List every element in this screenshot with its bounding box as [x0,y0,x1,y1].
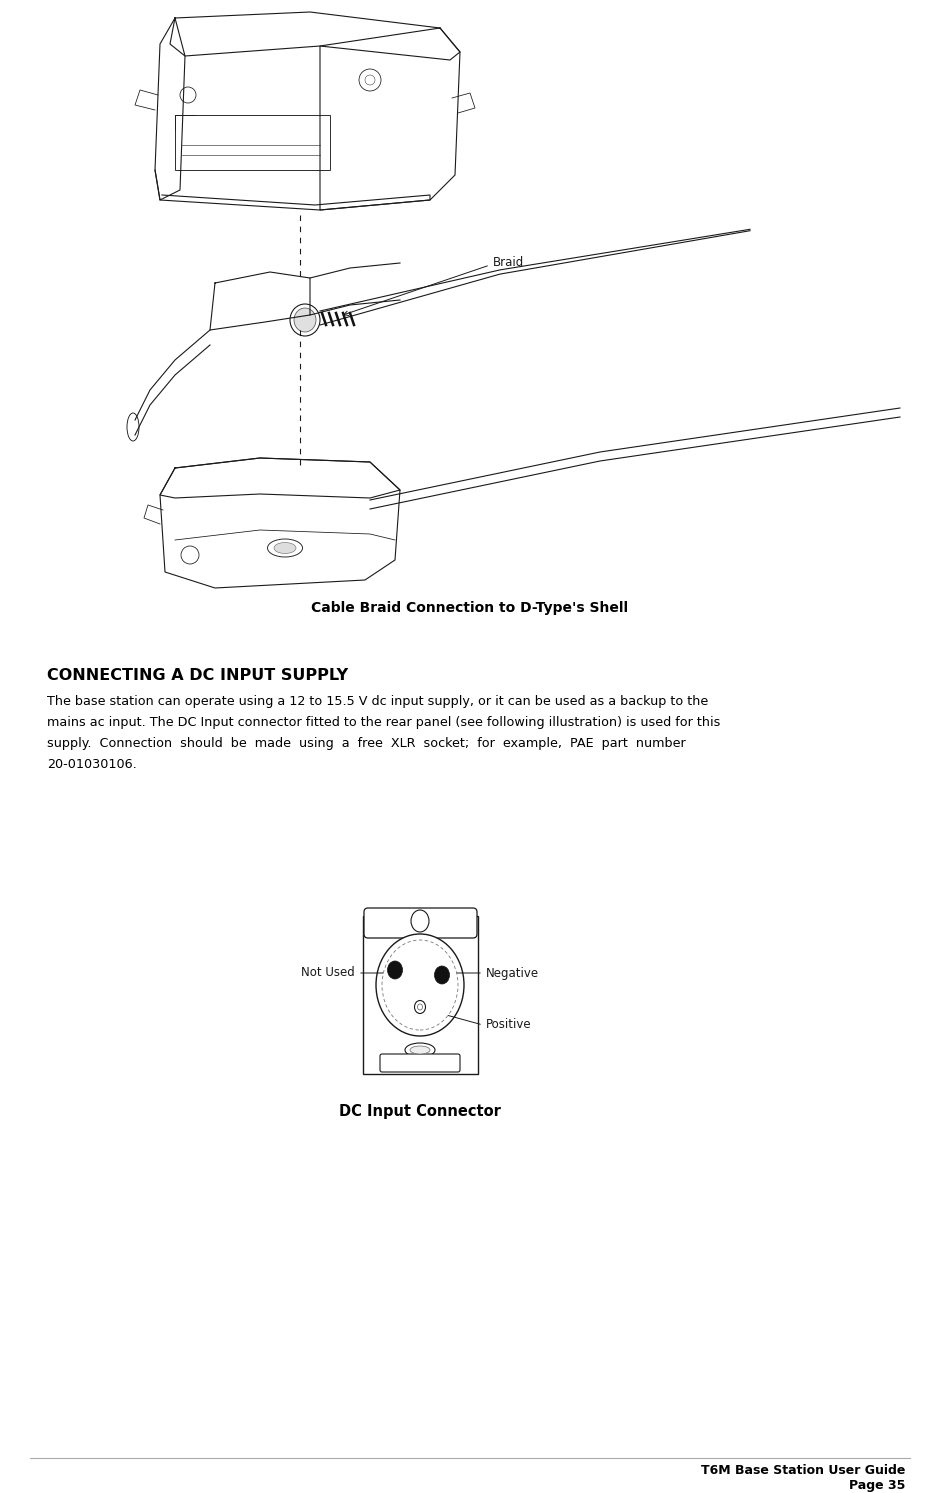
Ellipse shape [376,935,464,1036]
Text: Braid: Braid [493,257,525,270]
Bar [175,115,330,170]
Text: T6M Base Station User Guide: T6M Base Station User Guide [700,1463,905,1477]
Text: The base station can operate using a 12 to 15.5 V dc input supply, or it can be : The base station can operate using a 12 … [47,696,708,708]
Bar [363,917,478,1073]
FancyBboxPatch shape [380,1054,460,1072]
Text: DC Input Connector: DC Input Connector [339,1103,501,1118]
FancyBboxPatch shape [364,908,477,938]
Text: Not Used: Not Used [301,966,355,979]
Ellipse shape [382,941,458,1030]
Text: CONNECTING A DC INPUT SUPPLY: CONNECTING A DC INPUT SUPPLY [47,667,348,682]
Ellipse shape [127,414,139,440]
Text: Positive: Positive [486,1018,532,1032]
Ellipse shape [434,966,449,984]
Ellipse shape [290,305,320,336]
Ellipse shape [387,961,402,979]
Text: mains ac input. The DC Input connector fitted to the rear panel (see following i: mains ac input. The DC Input connector f… [47,717,720,729]
Ellipse shape [268,539,303,557]
Ellipse shape [411,911,429,932]
Text: supply.  Connection  should  be  made  using  a  free  XLR  socket;  for  exampl: supply. Connection should be made using … [47,738,686,749]
Ellipse shape [417,1003,422,1009]
Text: Negative: Negative [486,966,540,979]
Ellipse shape [294,308,316,331]
Ellipse shape [405,1044,435,1057]
Ellipse shape [415,1000,426,1014]
Text: Cable Braid Connection to D-Type's Shell: Cable Braid Connection to D-Type's Shell [311,602,629,615]
Text: Page 35: Page 35 [849,1480,905,1493]
Text: 20-01030106.: 20-01030106. [47,758,136,770]
Ellipse shape [410,1047,430,1054]
Ellipse shape [274,542,296,554]
